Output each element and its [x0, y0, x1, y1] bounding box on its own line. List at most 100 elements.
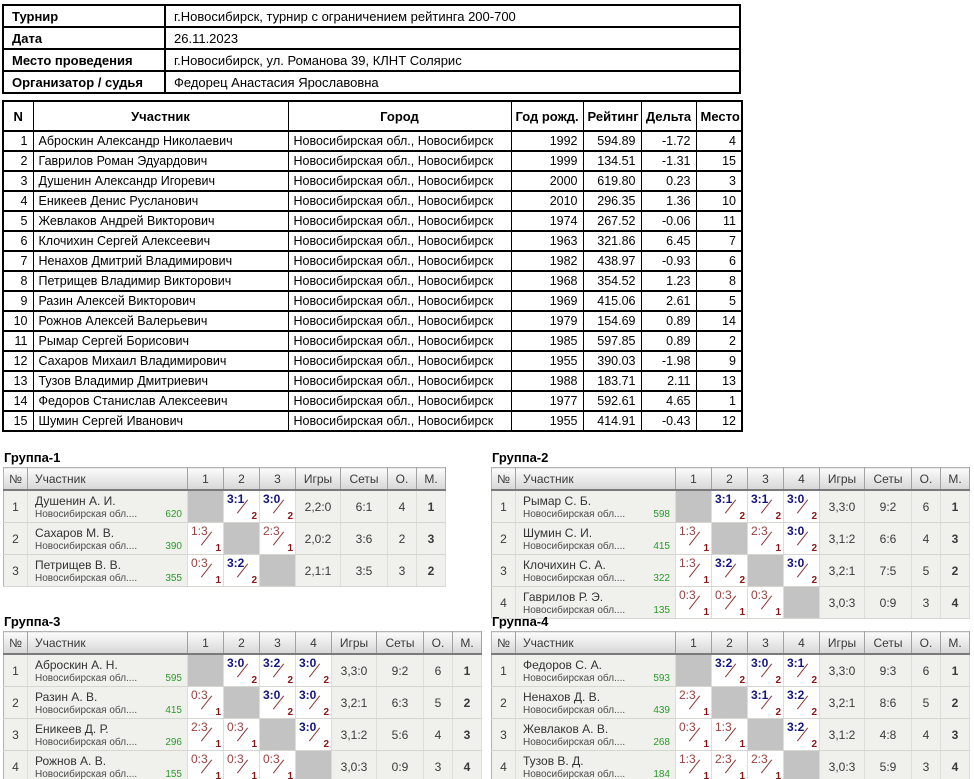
match-score: 3:2 [787, 720, 805, 734]
player-subline: Новосибирская обл.... 415 [35, 705, 182, 717]
match-points: 1 [775, 543, 781, 554]
group-cell-score: 3:1 2 [783, 654, 820, 687]
group-cell-place: 2 [940, 686, 970, 719]
standings-cell-number: 6 [2, 230, 34, 252]
standings-cell-rating: 594.89 [582, 130, 642, 152]
group-player-row: 1 Аброскин А. Н. Новосибирская обл.... 595 3… [3, 654, 482, 687]
match-points: 1 [703, 707, 709, 718]
standings-cell-name: Рымар Сергей Борисович [32, 330, 289, 352]
match-score: 3:2 [715, 556, 733, 570]
info-row: Место проведения г.Новосибирск, ул. Роман… [2, 48, 741, 72]
group-cell-self [711, 686, 748, 719]
player-rating: 595 [165, 672, 182, 684]
standings-cell-number: 13 [2, 370, 34, 392]
standings-cell-place: 1 [695, 390, 743, 412]
group-cell-number: 2 [3, 522, 28, 555]
standings-cell-delta: 1.23 [640, 270, 697, 292]
match-score: 1:3 [715, 720, 732, 734]
group-cell-self [747, 718, 784, 751]
standings-cell-delta: 0.89 [640, 330, 697, 352]
match-score: 3:1 [751, 688, 769, 702]
match-points: 1 [703, 739, 709, 750]
group-cell-score: 3:0 2 [223, 654, 260, 687]
group-cell-games: 3,2:1 [819, 554, 865, 587]
match-points: 1 [215, 543, 221, 554]
standings-cell-number: 2 [2, 150, 34, 172]
standings-row: 11 Рымар Сергей Борисович Новосибирская об… [2, 330, 743, 352]
standings-cell-rating: 390.03 [582, 350, 642, 372]
group-cell-self [187, 654, 224, 687]
group-header-sets: Сеты [376, 631, 424, 655]
standings-cell-year: 1999 [510, 150, 584, 172]
group-cell-player: Аброскин А. Н. Новосибирская обл.... 595 [27, 654, 188, 687]
group-cell-player: Тузов В. Д. Новосибирская обл.... 184 [515, 750, 676, 779]
player-region: Новосибирская обл.... [523, 736, 626, 748]
group-header-game: 4 [783, 467, 820, 491]
group-cell-score: 0:3 1 [223, 718, 260, 751]
match-score: 3:1 [227, 492, 245, 506]
group-header-place: М. [416, 467, 446, 491]
match-points: 2 [775, 675, 781, 686]
group-cell-score: 0:3 1 [747, 586, 784, 619]
group-cell-place: 4 [452, 750, 482, 779]
player-region: Новосибирская обл.... [35, 672, 138, 684]
player-rating: 415 [653, 540, 670, 552]
standings-cell-name: Петрищев Владимир Викторович [32, 270, 289, 292]
group-1: Группа-1 № Участник 1 2 3 Игры Сеты О. М. 1 Душенин… [3, 450, 446, 587]
group-cell-score: 1:3 1 [675, 750, 712, 779]
group-cell-points: 4 [387, 490, 417, 523]
group-cell-place: 1 [940, 490, 970, 523]
standings-cell-city: Новосибирская обл., Новосибирск [287, 250, 512, 272]
group-cell-number: 1 [3, 654, 28, 687]
group-cell-self [675, 654, 712, 687]
player-subline: Новосибирская обл.... 268 [523, 737, 670, 749]
match-points: 1 [215, 739, 221, 750]
group-cell-number: 4 [491, 586, 516, 619]
group-cell-games: 3,1:2 [819, 718, 865, 751]
standings-cell-year: 2010 [510, 190, 584, 212]
tournament-info-body: Турнир г.Новосибирск, турнир с ограничени… [2, 4, 741, 94]
group-cell-self [259, 554, 296, 587]
player-name: Аброскин А. Н. [35, 657, 118, 672]
standings-cell-year: 1982 [510, 250, 584, 272]
group-cell-games: 2,1:1 [295, 554, 341, 587]
group-player-row: 1 Федоров С. А. Новосибирская обл.... 593 3:… [491, 654, 970, 687]
standings-cell-year: 1985 [510, 330, 584, 352]
match-points: 2 [739, 675, 745, 686]
group-cell-place: 1 [940, 654, 970, 687]
group-cell-place: 3 [940, 522, 970, 555]
standings-cell-number: 12 [2, 350, 34, 372]
group-cell-score: 3:0 2 [295, 654, 332, 687]
player-rating: 296 [165, 736, 182, 748]
group-cell-score: 3:1 2 [747, 686, 784, 719]
group-header-game: 1 [675, 631, 712, 655]
group-cell-player: Рымар С. Б. Новосибирская обл.... 598 [515, 490, 676, 523]
standings-column-header: Город [287, 100, 512, 132]
match-points: 1 [775, 607, 781, 618]
group-cell-place: 2 [940, 554, 970, 587]
match-score: 3:1 [751, 492, 769, 506]
standings-cell-number: 5 [2, 210, 34, 232]
group-cell-score: 1:3 1 [675, 554, 712, 587]
group-cell-sets: 0:9 [376, 750, 424, 779]
player-region: Новосибирская обл.... [35, 540, 138, 552]
standings-cell-delta: 0.23 [640, 170, 697, 192]
standings-cell-number: 4 [2, 190, 34, 212]
standings-cell-city: Новосибирская обл., Новосибирск [287, 290, 512, 312]
group-cell-points: 3 [911, 586, 941, 619]
standings-cell-number: 3 [2, 170, 34, 192]
group-cell-games: 3,1:2 [819, 522, 865, 555]
player-subline: Новосибирская обл.... 155 [35, 769, 182, 779]
match-points: 2 [775, 707, 781, 718]
standings-row: 9 Разин Алексей Викторович Новосибирская о… [2, 290, 743, 312]
standings-column-header: Дельта [640, 100, 697, 132]
group-header-number: № [3, 631, 28, 655]
standings-cell-name: Тузов Владимир Дмитриевич [32, 370, 289, 392]
player-rating: 268 [653, 736, 670, 748]
match-score: 2:3 [751, 752, 768, 766]
match-score: 3:0 [787, 492, 805, 506]
group-header-sets: Сеты [340, 467, 388, 491]
player-name: Рымар С. Б. [523, 493, 592, 508]
match-score: 3:0 [299, 656, 317, 670]
standings-cell-delta: -0.43 [640, 410, 697, 432]
